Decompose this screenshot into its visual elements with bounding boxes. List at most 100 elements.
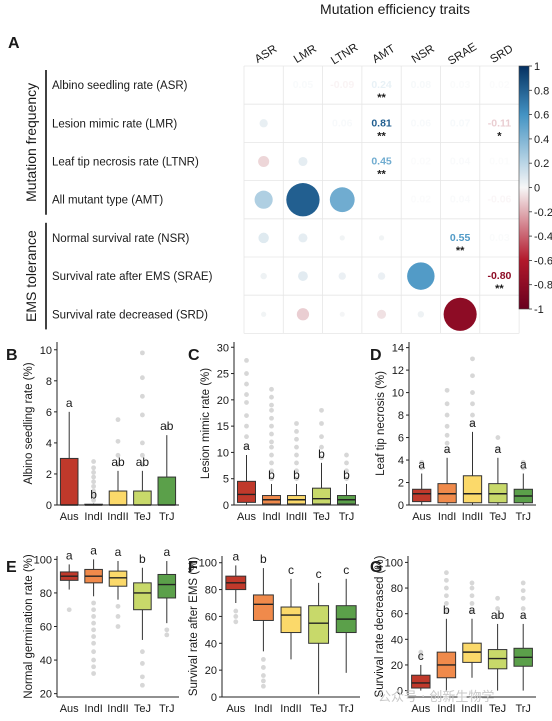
y-tick-label: 0 [223,500,229,512]
x-tick-label: TeJ [489,703,506,715]
row-label: Leaf tip necrosis rate (LTNR) [52,157,199,169]
correlation-circle [407,262,435,290]
outlier-point [269,439,274,445]
outlier-point [269,423,274,429]
outlier-point [520,606,526,611]
group-label: EMS tolerance [23,230,39,322]
outlier-point [269,468,274,474]
x-tick-label: Aus [60,703,79,715]
box-rect [462,475,483,504]
correlation-value: 0.06 [332,117,353,129]
y-tick-label: 100 [199,558,217,570]
outlier-point [91,614,96,619]
y-tick-label: 10 [392,388,404,400]
outlier-point [294,476,299,482]
y-tick-label: 12 [392,365,404,377]
outlier-point [140,350,145,356]
correlation-value: 0.04 [450,156,471,168]
column-label: LTNR [329,42,360,68]
y-tick-label: 40 [391,634,403,646]
outlier-point [140,661,145,666]
correlation-circle [296,308,310,321]
outlier-point [444,585,449,591]
y-tick-label: 25 [217,369,229,381]
outlier-point [444,448,450,454]
outlier-point [418,649,424,655]
outlier-point [164,632,170,638]
outlier-point [269,452,274,458]
outlier-point [319,421,324,426]
correlation-circle [443,297,477,331]
correlation-value: 0.05 [293,79,314,91]
outlier-point [470,412,475,418]
row-label: Lesion mimic rate (LMR) [52,118,177,130]
outlier-point [244,371,249,376]
panel-a-correlation-heatmap: A ASR LMR LTNR AMT NSR SRAE SRD Mutation frequen… [8,35,552,334]
outlier-point [469,593,475,599]
box-rect [108,570,128,587]
significance-letter: a [520,458,527,472]
outlier-point [66,607,72,613]
y-tick-label: 14 [392,343,404,355]
correlation-circle [298,271,308,281]
x-tick-label: TeJ [134,511,151,523]
outlier-point [419,465,425,471]
x-tick-label: TeJ [310,703,327,715]
outlier-point [444,601,449,606]
correlation-circle [254,190,273,209]
outlier-point [140,393,145,399]
column-label: ASR [253,43,279,66]
outlier-point [91,497,96,503]
outlier-point [269,444,274,450]
box-rect [157,573,177,599]
x-tick-label: TeJ [489,511,506,523]
box-rect [312,487,331,505]
outlier-point [261,683,266,689]
colorbar-bar [518,65,530,310]
outlier-point [91,483,96,489]
outlier-point [91,474,96,480]
outlier-point [470,390,475,395]
panel-b-albino-boxplot: B 0 2 4 6 8 10 Albino seedling rate (%) Aus a IndI… [6,342,179,523]
significance-letter: a [66,548,73,562]
outlier-point [444,440,450,446]
significance-letter: ab [160,419,174,433]
outlier-point [495,446,501,452]
significance-stars: * [497,130,502,142]
y-axis-label: Lesion mimic rate (%) [200,368,212,479]
outlier-point [418,654,424,660]
outlier-point [91,634,96,639]
significance-letter: a [66,396,73,410]
outlier-point [520,465,526,471]
outlier-point [319,407,324,413]
box-rect [133,490,152,506]
significance-letter: b [443,603,450,617]
significance-letter: b [139,552,146,566]
x-tick-label: TrJ [338,703,353,715]
row-label: Normal survival rate (NSR) [52,233,190,245]
x-tick-label: Aus [60,511,79,523]
outlier-point [495,595,500,601]
outlier-point [520,595,526,601]
significance-letter: a [418,458,425,472]
panel-letter: F [188,559,198,576]
outlier-point [91,479,96,485]
y-tick-label: 2 [46,469,52,481]
outlier-point [115,603,121,609]
colorbar-tick-label: 1 [534,61,540,73]
outlier-point [261,678,266,684]
correlation-value: 0.06 [411,117,432,129]
y-tick-label: 10 [217,447,229,459]
x-tick-label: IndI [438,511,456,523]
panel-letter: D [370,347,382,364]
box-rect [308,605,330,644]
correlation-value: 0.04 [450,194,471,206]
outlier-point [244,444,249,450]
correlation-circle [417,311,425,318]
outlier-point [91,470,96,475]
outlier-point [319,434,324,440]
outlier-point [269,386,274,392]
